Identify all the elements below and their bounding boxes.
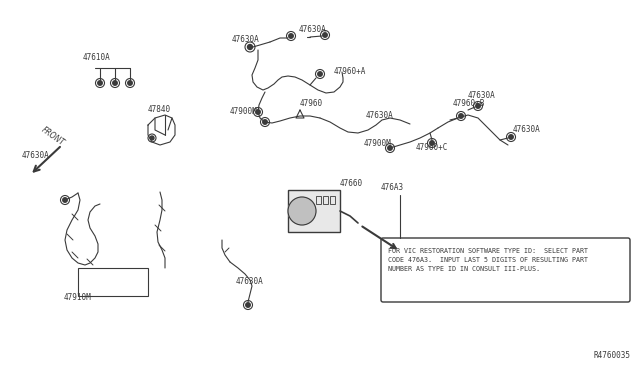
Circle shape: [459, 114, 463, 118]
Circle shape: [323, 33, 327, 37]
Bar: [288, 190, 340, 232]
Text: 47960+C: 47960+C: [416, 144, 449, 153]
Text: R4760035: R4760035: [593, 351, 630, 360]
Text: FOR VIC RESTORATION SOFTWARE TYPE ID:  SELECT PART
CODE 476A3.  INPUT LAST 5 DIG: FOR VIC RESTORATION SOFTWARE TYPE ID: SE…: [388, 248, 588, 272]
Text: 47960+A: 47960+A: [334, 67, 366, 77]
Circle shape: [476, 104, 480, 108]
Circle shape: [289, 34, 293, 38]
Text: FRONT: FRONT: [40, 126, 67, 148]
Circle shape: [509, 135, 513, 139]
Circle shape: [429, 141, 435, 145]
Circle shape: [317, 72, 323, 76]
Circle shape: [248, 45, 253, 49]
Circle shape: [246, 303, 250, 307]
Circle shape: [150, 136, 154, 140]
Circle shape: [98, 81, 102, 85]
Text: 47900M: 47900M: [364, 138, 392, 148]
Text: 47910M: 47910M: [64, 294, 92, 302]
Text: 47630A: 47630A: [366, 110, 394, 119]
Text: 47630A: 47630A: [22, 151, 50, 160]
Text: 47630A: 47630A: [232, 35, 260, 45]
Bar: [323, 196, 328, 204]
Circle shape: [113, 81, 117, 85]
Circle shape: [288, 197, 316, 225]
Text: 476A3: 476A3: [381, 183, 404, 192]
Text: 47610A: 47610A: [83, 54, 111, 62]
Circle shape: [128, 81, 132, 85]
Text: 47630A: 47630A: [468, 90, 496, 99]
Text: 47630A: 47630A: [513, 125, 541, 135]
Text: 47960: 47960: [300, 99, 323, 108]
Text: 47900M: 47900M: [230, 108, 258, 116]
Text: 47630A: 47630A: [299, 26, 327, 35]
Bar: [78, 268, 148, 296]
Text: 47960+B: 47960+B: [453, 99, 485, 108]
Text: 47840: 47840: [148, 106, 171, 115]
Text: 47660: 47660: [340, 179, 363, 187]
Circle shape: [388, 146, 392, 150]
Bar: [316, 196, 321, 204]
Bar: [330, 196, 335, 204]
Circle shape: [263, 120, 268, 124]
Circle shape: [63, 198, 67, 202]
Circle shape: [256, 110, 260, 114]
Text: 47630A: 47630A: [236, 278, 264, 286]
